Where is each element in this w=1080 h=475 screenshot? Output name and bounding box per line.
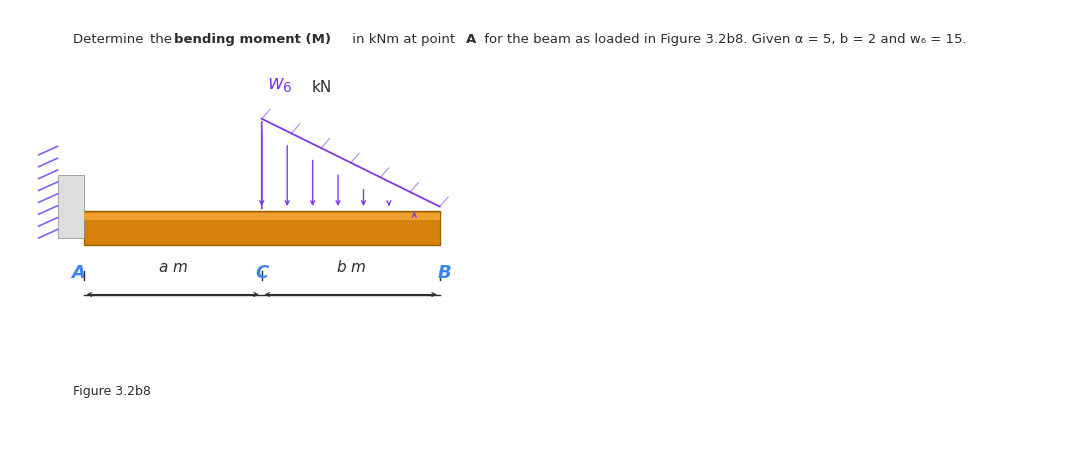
- Text: Determine: Determine: [73, 33, 148, 46]
- Text: A: A: [465, 33, 476, 46]
- Text: $\mathit{a}$ m: $\mathit{a}$ m: [158, 260, 188, 276]
- Text: for the beam as loaded in Figure 3.2b8. Given α = 5, b = 2 and w₆ = 15.: for the beam as loaded in Figure 3.2b8. …: [480, 33, 967, 46]
- Text: Figure 3.2b8: Figure 3.2b8: [73, 385, 151, 398]
- Text: bending moment (M): bending moment (M): [174, 33, 330, 46]
- Text: $\mathit{w}_6$: $\mathit{w}_6$: [267, 76, 293, 95]
- Text: A: A: [71, 264, 85, 282]
- Text: B: B: [438, 264, 451, 282]
- Text: the: the: [150, 33, 176, 46]
- Text: C: C: [255, 264, 269, 282]
- Text: kN: kN: [312, 80, 333, 95]
- Bar: [57, 175, 84, 238]
- Text: $\mathit{b}$ m: $\mathit{b}$ m: [336, 259, 366, 276]
- Bar: [84, 213, 440, 220]
- Bar: [84, 211, 440, 245]
- Text: in kNm at point: in kNm at point: [348, 33, 459, 46]
